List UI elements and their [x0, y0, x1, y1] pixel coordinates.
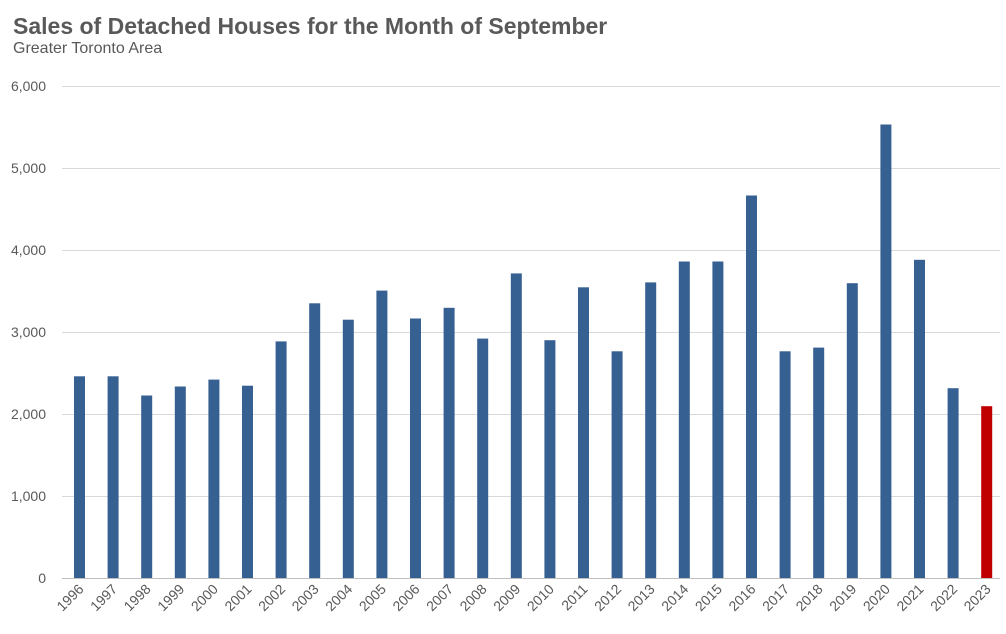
x-tick-label: 2015 [692, 581, 725, 614]
x-tick-label: 2018 [792, 581, 825, 614]
bars [74, 124, 993, 578]
bar-2014 [678, 261, 690, 578]
x-tick-label: 2007 [423, 581, 456, 614]
bar-2010 [544, 340, 556, 578]
bar-2013 [645, 282, 657, 578]
x-tick-label: 2023 [960, 581, 993, 614]
x-tick-label: 2006 [389, 581, 422, 614]
x-tick-label: 2005 [356, 581, 389, 614]
x-tick-label: 2022 [927, 581, 960, 614]
x-tick-label: 2010 [524, 581, 557, 614]
bar-2009 [510, 273, 522, 578]
bar-2003 [309, 303, 321, 578]
bar-2020 [880, 124, 892, 578]
bar-2006 [410, 318, 421, 578]
gridlines [62, 86, 1000, 579]
bar-2000 [208, 379, 220, 578]
x-tick-label: 2003 [288, 581, 321, 614]
x-tick-label: 1998 [120, 581, 153, 614]
x-tick-label: 2001 [221, 581, 254, 614]
y-tick-label: 2,000 [11, 406, 46, 422]
x-tick-label: 2008 [456, 581, 489, 614]
bar-2022 [947, 388, 959, 578]
bar-2018 [813, 347, 825, 578]
bar-2023 [981, 406, 993, 578]
y-tick-label: 6,000 [11, 78, 46, 94]
bar-2007 [443, 307, 455, 578]
x-tick-label: 1997 [87, 581, 120, 614]
bar-1998 [141, 395, 153, 578]
bar-2008 [477, 338, 489, 578]
bar-2005 [376, 290, 388, 578]
y-tick-label: 3,000 [11, 324, 46, 340]
y-axis-tick-labels: 0 1,000 2,000 3,000 4,000 5,000 6,000 [11, 78, 46, 586]
x-tick-label: 2000 [188, 581, 221, 614]
bar-1996 [74, 376, 85, 578]
x-tick-label: 2014 [658, 581, 691, 614]
bar-2004 [342, 319, 354, 578]
chart-title: Sales of Detached Houses for the Month o… [13, 13, 608, 39]
x-tick-label: 2021 [893, 581, 926, 614]
y-tick-label: 4,000 [11, 242, 46, 258]
x-tick-label: 2013 [624, 581, 657, 614]
x-tick-label: 1999 [154, 581, 187, 614]
y-tick-label: 0 [38, 570, 46, 586]
bar-2012 [611, 351, 623, 578]
bar-2002 [275, 341, 287, 578]
bar-1999 [174, 386, 186, 578]
bar-2001 [242, 385, 253, 578]
x-axis-tick-labels: 1996 1997 1998 1999 2000 2001 2002 2003 2004 2005… [53, 581, 994, 614]
x-tick-label: 2009 [490, 581, 523, 614]
bar-2017 [779, 351, 791, 578]
bar-2015 [712, 261, 724, 578]
x-tick-label: 2017 [759, 581, 792, 614]
bar-1997 [107, 376, 119, 578]
x-tick-label: 2011 [558, 581, 591, 614]
x-tick-label: 2002 [255, 581, 288, 614]
x-tick-label: 2012 [591, 581, 624, 614]
bar-2016 [746, 195, 757, 578]
y-tick-label: 5,000 [11, 160, 46, 176]
bar-2019 [846, 283, 858, 578]
x-tick-label: 2016 [725, 581, 758, 614]
chart-subtitle: Greater Toronto Area [13, 40, 163, 57]
y-tick-label: 1,000 [11, 488, 46, 504]
x-tick-label: 2019 [826, 581, 859, 614]
bar-2011 [578, 287, 589, 578]
x-tick-label: 2020 [860, 581, 893, 614]
x-tick-label: 2004 [322, 581, 355, 614]
x-tick-label: 1996 [53, 581, 86, 614]
bar-2021 [914, 259, 925, 578]
